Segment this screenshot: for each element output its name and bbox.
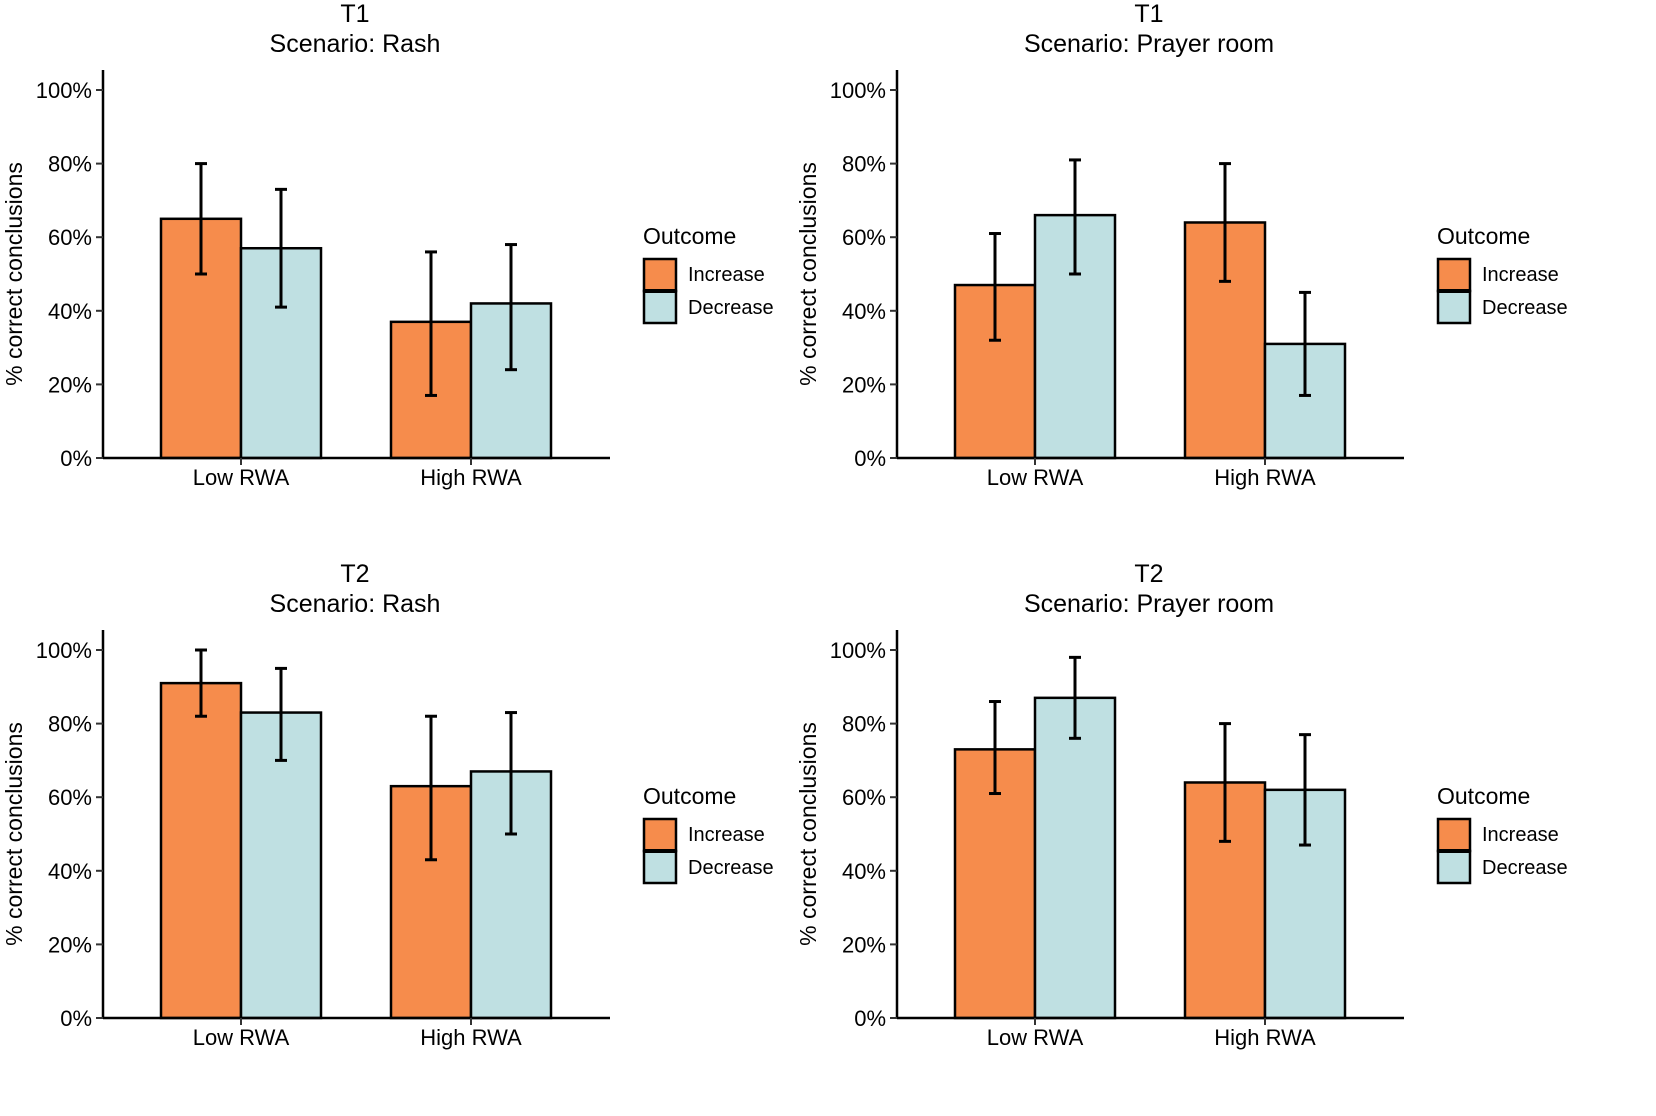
bar-increase-1 — [1183, 221, 1267, 460]
error-bar-increase-0 — [195, 162, 207, 276]
legend-label-increase: Increase — [1482, 264, 1559, 286]
legend-label-increase: Increase — [1482, 824, 1559, 846]
chart-svg: T2 Scenario: Prayer room % correct concl… — [795, 560, 1568, 1050]
chart-panel-t1-prayer-room: T1 Scenario: Prayer room % correct concl… — [794, 0, 1622, 556]
legend-swatch-increase — [1436, 257, 1472, 293]
x-tick-label: High RWA — [1214, 1025, 1316, 1050]
error-bar-increase-0 — [989, 700, 1001, 796]
error-bar-decrease-1 — [505, 243, 517, 372]
y-tick-label: 20% — [842, 372, 886, 397]
panel-title: T2 — [340, 560, 369, 588]
y-tick-label: 0% — [60, 446, 92, 471]
x-tick-label: Low RWA — [987, 1025, 1084, 1050]
panel-title: T1 — [340, 0, 369, 28]
y-tick-label: 0% — [854, 446, 886, 471]
panel-subtitle: Scenario: Prayer room — [1024, 30, 1274, 58]
legend-swatch-increase — [642, 817, 678, 853]
y-tick-label: 40% — [842, 859, 886, 884]
error-bar-decrease-1 — [505, 711, 517, 836]
legend-label-decrease: Decrease — [688, 857, 774, 879]
y-axis-label: % correct conclusions — [1, 162, 27, 386]
error-bar-increase-1 — [425, 250, 437, 397]
bar-increase-0 — [159, 681, 243, 1020]
legend-swatch-decrease — [642, 849, 678, 885]
y-tick-label: 0% — [854, 1006, 886, 1031]
plot-area: 0% 20% 40% 60% 80% 100% Low RWA High RWA — [830, 70, 1404, 490]
legend-title: Outcome — [643, 223, 736, 249]
y-axis-label: % correct conclusions — [795, 162, 821, 386]
chart-svg: T1 Scenario: Prayer room % correct concl… — [795, 0, 1568, 490]
x-tick-label: High RWA — [420, 1025, 522, 1050]
y-tick-label: 80% — [842, 152, 886, 177]
error-bar-decrease-1 — [1299, 733, 1311, 847]
error-bar-decrease-0 — [1069, 655, 1081, 740]
legend-title: Outcome — [643, 783, 736, 809]
legend-title: Outcome — [1437, 783, 1530, 809]
legend-swatch-decrease — [1436, 849, 1472, 885]
y-tick-label: 20% — [48, 372, 92, 397]
error-bar-increase-1 — [1219, 162, 1231, 283]
y-tick-label: 80% — [48, 712, 92, 737]
y-tick-label: 0% — [60, 1006, 92, 1031]
chart-panel-t2-prayer-room: T2 Scenario: Prayer room % correct concl… — [794, 560, 1622, 1116]
panel-subtitle: Scenario: Rash — [270, 30, 441, 58]
legend-swatch-increase — [1436, 817, 1472, 853]
chart-svg: T2 Scenario: Rash % correct conclusions … — [1, 560, 774, 1050]
bar-decrease-1 — [469, 302, 553, 460]
legend-swatch-decrease — [642, 289, 678, 325]
y-tick-label: 60% — [842, 225, 886, 250]
y-tick-label: 40% — [48, 299, 92, 324]
plot-area: 0% 20% 40% 60% 80% 100% Low RWA High RWA — [830, 630, 1404, 1050]
error-bar-decrease-0 — [1069, 158, 1081, 276]
y-tick-label: 20% — [48, 932, 92, 957]
panel-title: T1 — [1134, 0, 1163, 28]
error-bar-increase-0 — [989, 232, 1001, 342]
x-tick-label: Low RWA — [193, 465, 290, 490]
y-axis-label: % correct conclusions — [795, 722, 821, 946]
legend-label-increase: Increase — [688, 264, 765, 286]
error-bar-decrease-1 — [1299, 290, 1311, 397]
y-tick-label: 100% — [36, 78, 92, 103]
error-bar-increase-0 — [195, 648, 207, 718]
x-tick-label: Low RWA — [193, 1025, 290, 1050]
legend-label-decrease: Decrease — [1482, 297, 1568, 319]
plot-area: 0% 20% 40% 60% 80% 100% Low RWA High RWA — [36, 630, 610, 1050]
error-bar-decrease-0 — [275, 666, 287, 762]
panel-subtitle: Scenario: Prayer room — [1024, 590, 1274, 618]
panel-title: T2 — [1134, 560, 1163, 588]
legend-swatch-decrease — [1436, 289, 1472, 325]
y-tick-label: 100% — [830, 638, 886, 663]
error-bar-increase-1 — [1219, 722, 1231, 843]
y-tick-label: 40% — [48, 859, 92, 884]
error-bar-increase-1 — [425, 714, 437, 862]
y-tick-label: 100% — [830, 78, 886, 103]
y-axis-label: % correct conclusions — [1, 722, 27, 946]
plot-area: 0% 20% 40% 60% 80% 100% Low RWA High RWA — [36, 70, 610, 490]
bar-decrease-0 — [1033, 696, 1117, 1020]
x-tick-label: Low RWA — [987, 465, 1084, 490]
y-tick-label: 20% — [842, 932, 886, 957]
y-tick-label: 60% — [48, 225, 92, 250]
legend-swatch-increase — [642, 257, 678, 293]
error-bar-decrease-0 — [275, 187, 287, 309]
x-tick-label: High RWA — [420, 465, 522, 490]
y-tick-label: 80% — [842, 712, 886, 737]
chart-panel-t1-rash: T1 Scenario: Rash % correct conclusions … — [0, 0, 828, 556]
y-tick-label: 40% — [842, 299, 886, 324]
bar-decrease-0 — [239, 711, 323, 1020]
y-tick-label: 60% — [48, 785, 92, 810]
legend-label-increase: Increase — [688, 824, 765, 846]
y-tick-label: 80% — [48, 152, 92, 177]
legend-label-decrease: Decrease — [688, 297, 774, 319]
chart-svg: T1 Scenario: Rash % correct conclusions … — [1, 0, 774, 490]
y-tick-label: 100% — [36, 638, 92, 663]
chart-panel-t2-rash: T2 Scenario: Rash % correct conclusions … — [0, 560, 828, 1116]
panel-subtitle: Scenario: Rash — [270, 590, 441, 618]
legend-label-decrease: Decrease — [1482, 857, 1568, 879]
y-tick-label: 60% — [842, 785, 886, 810]
legend-title: Outcome — [1437, 223, 1530, 249]
x-tick-label: High RWA — [1214, 465, 1316, 490]
